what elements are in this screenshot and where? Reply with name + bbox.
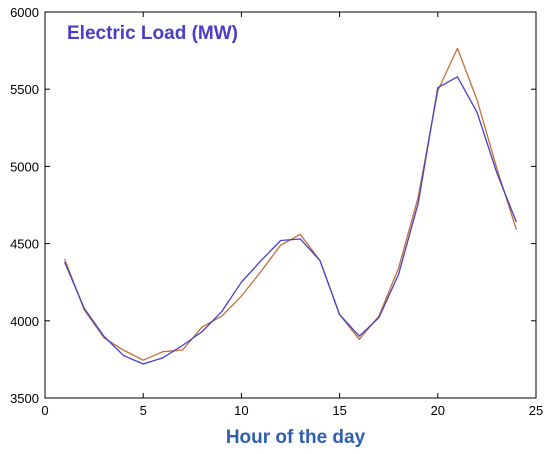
x-axis-label: Hour of the day [226,427,366,448]
series-line-1 [64,47,517,361]
chart-title: Electric Load (MW) [67,23,238,44]
y-tick-label: 4000 [10,314,39,329]
y-tick-label: 5500 [10,82,39,97]
series-line-2 [64,76,517,365]
series-group [64,47,517,365]
x-tick-label: 25 [529,403,543,418]
axis-ticks [44,11,537,399]
x-tick-label: 10 [234,403,248,418]
y-tick-label: 6000 [10,5,39,20]
x-tick-label: 15 [332,403,346,418]
y-tick-label: 3500 [10,391,39,406]
y-tick-label: 4500 [10,237,39,252]
y-tick-label: 5000 [10,159,39,174]
tick-labels: 0 5 10 15 20 25 3500 4000 4500 5000 5500 6000 [10,5,543,418]
x-tick-label: 5 [140,403,147,418]
x-tick-label: 0 [41,403,48,418]
x-tick-label: 20 [431,403,445,418]
plot-frame [44,11,537,399]
